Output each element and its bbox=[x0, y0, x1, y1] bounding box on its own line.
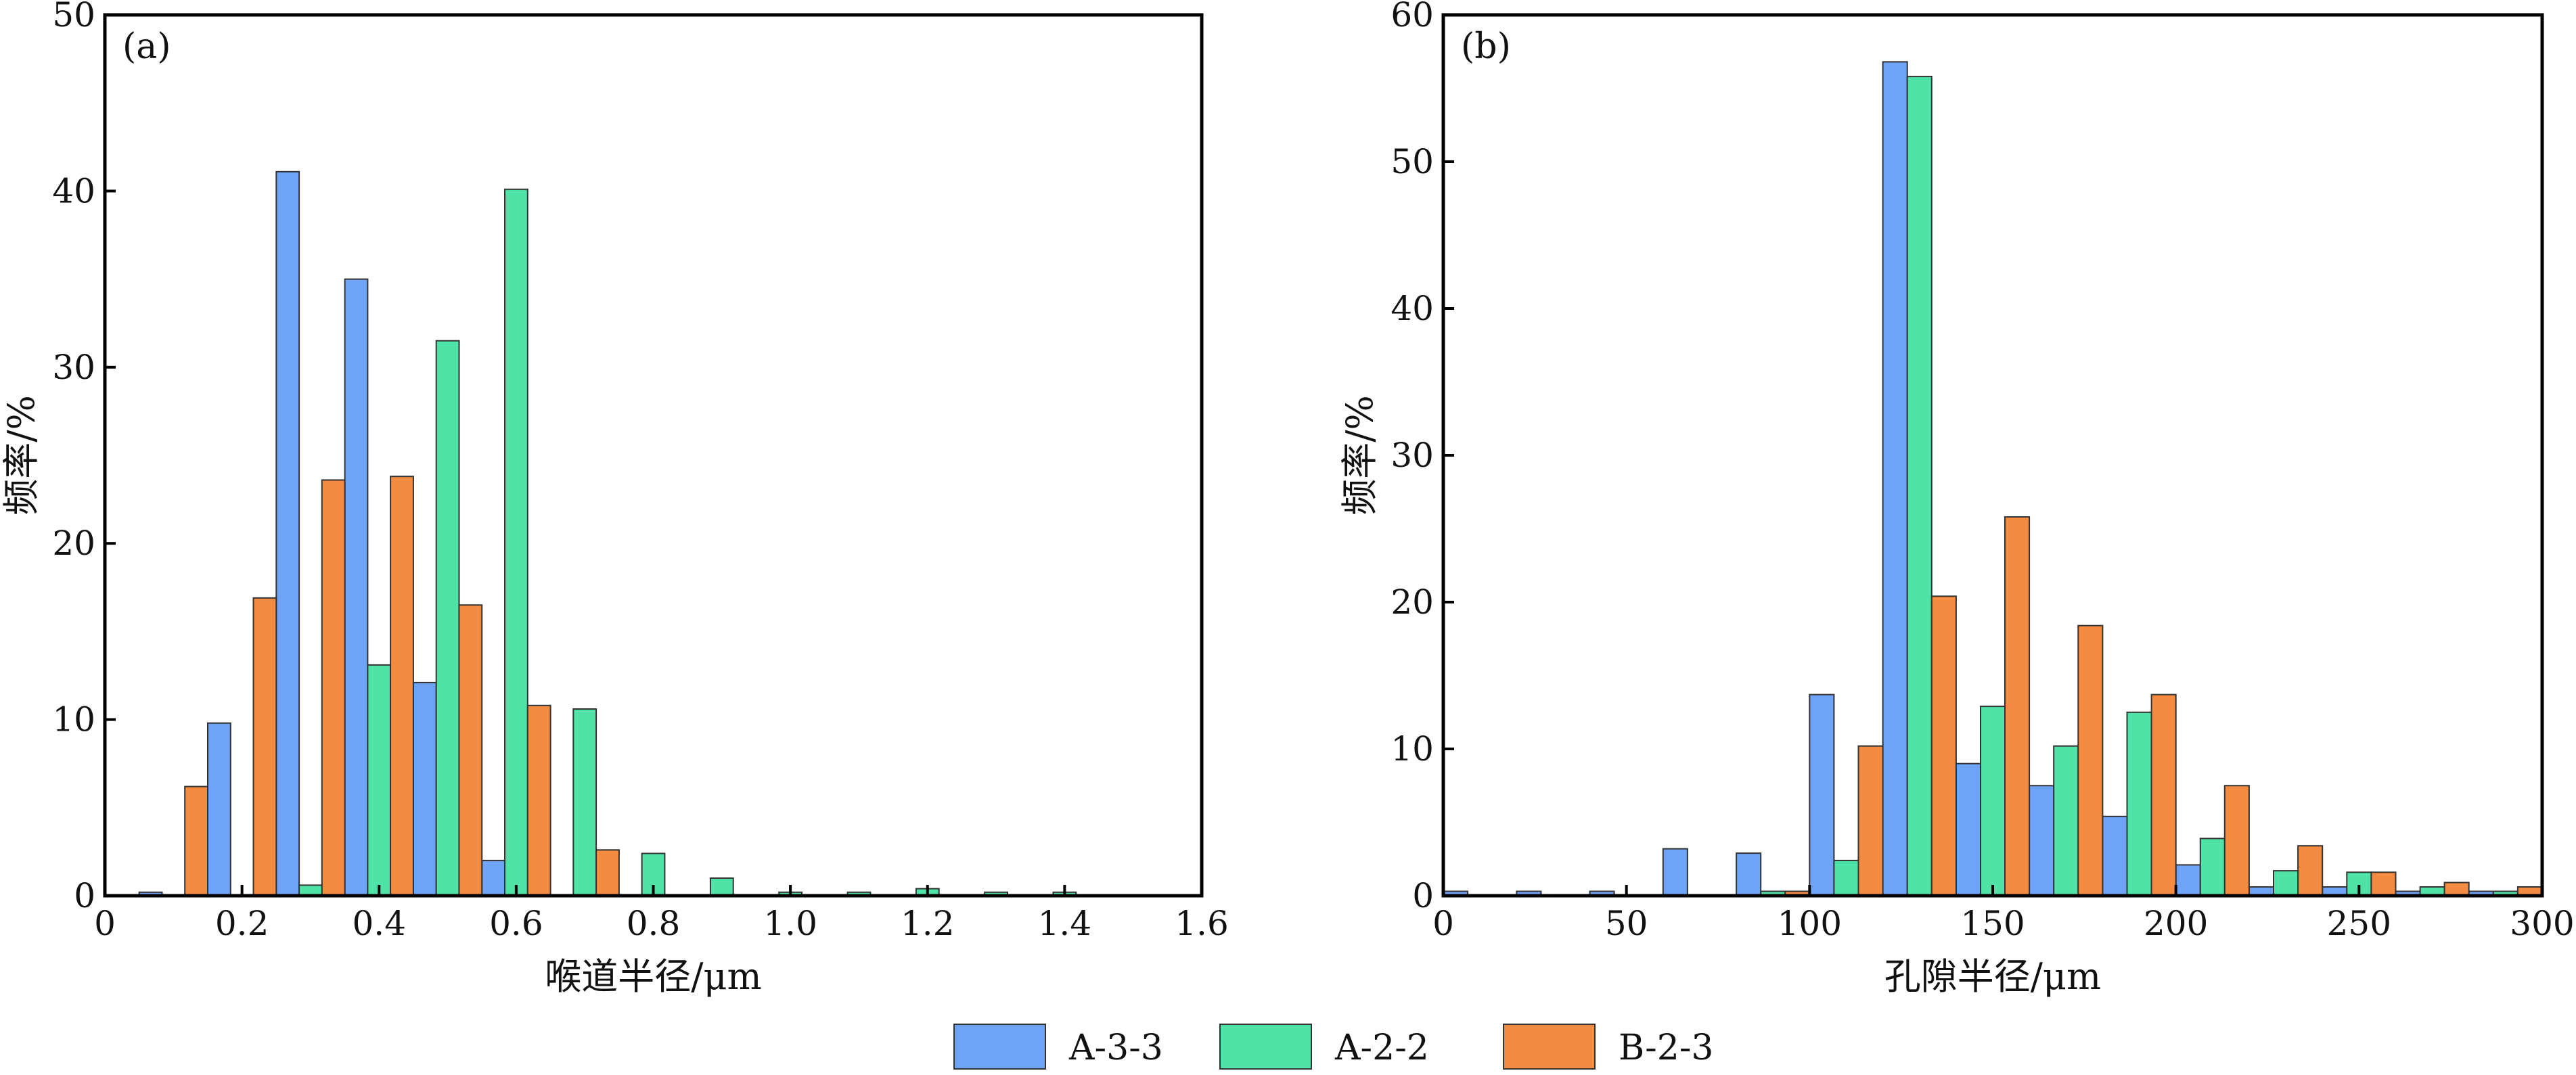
panel-b-y-tick-label-6: 60 bbox=[1391, 0, 1434, 35]
legend-item-b-2-3: B-2-3 bbox=[1503, 1024, 1714, 1070]
panel-b-x-tick-label-6: 300 bbox=[2510, 904, 2574, 943]
panel-a-y-axis-title: 频率/% bbox=[0, 395, 43, 516]
panel-a-x-tick-label-8: 1.6 bbox=[1175, 904, 1229, 943]
panel-a-y-tick-label-2: 20 bbox=[52, 524, 95, 563]
legend-label-a-2-2: A-2-2 bbox=[1334, 1028, 1429, 1068]
panel-a-x-tick-label-4: 0.8 bbox=[627, 904, 681, 943]
legend-label-b-2-3: B-2-3 bbox=[1619, 1028, 1714, 1068]
panel-a-bar-a-3-3-3 bbox=[344, 278, 369, 897]
panel-a-bar-b-2-3-6 bbox=[595, 849, 620, 897]
panel-b-bar-a-2-2-8 bbox=[2053, 745, 2079, 896]
panel-b-x-ticks: 0 50 100 150 200 250 300 bbox=[1432, 885, 2575, 943]
panel-a-bar-a-2-2-3 bbox=[367, 664, 392, 897]
panel-b-bar-b-2-3-13 bbox=[2443, 882, 2470, 896]
panel-b-bar-a-2-2-7 bbox=[1980, 706, 2006, 896]
panel-b-x-tick-label-4: 200 bbox=[2144, 904, 2208, 943]
legend-swatch-a-3-3 bbox=[953, 1024, 1046, 1070]
panel-a-bar-a-3-3-4 bbox=[412, 681, 437, 897]
panel-b-bar-a-2-2-9 bbox=[2126, 711, 2152, 897]
panel-a-y-tick-label-3: 30 bbox=[52, 348, 95, 387]
panel-a-bar-b-2-3-0 bbox=[184, 785, 209, 896]
panel-a: 0 0.2 0.4 0.6 0.8 1.0 1.2 1.4 1.6 0 10 20 30 40 50 (a… bbox=[0, 0, 1229, 998]
panel-a-bar-a-2-2-4 bbox=[435, 340, 460, 896]
panel-b-bar-a-2-2-5 bbox=[1833, 859, 1859, 897]
panel-b: 0 50 100 150 200 250 300 0 10 20 30 40 50 60 (b) 孔隙半… bbox=[1338, 0, 2575, 998]
panel-b-bar-a-3-3-4 bbox=[1736, 852, 1762, 896]
panel-a-y-tick-label-5: 50 bbox=[52, 0, 95, 35]
panel-a-bar-a-2-2-8 bbox=[709, 877, 734, 896]
panel-b-bar-a-3-3-8 bbox=[2029, 785, 2055, 897]
panel-a-bar-b-2-3-1 bbox=[252, 597, 277, 897]
panel-b-x-tick-label-3: 150 bbox=[1960, 904, 2025, 943]
panel-a-bars bbox=[138, 170, 1077, 897]
panel-b-bar-b-2-3-6 bbox=[1930, 595, 1957, 896]
panel-a-x-tick-label-0: 0 bbox=[94, 904, 116, 943]
panel-b-y-tick-label-0: 0 bbox=[1412, 876, 1434, 915]
panel-a-y-ticks: 0 10 20 30 40 50 bbox=[52, 0, 116, 915]
panel-b-x-tick-label-1: 50 bbox=[1605, 904, 1648, 943]
panel-b-bar-a-3-3-6 bbox=[1882, 61, 1908, 896]
panel-b-x-tick-label-5: 250 bbox=[2327, 904, 2391, 943]
panel-b-y-tick-label-1: 10 bbox=[1391, 729, 1434, 769]
panel-b-y-tick-label-5: 50 bbox=[1391, 142, 1434, 181]
legend-swatch-a-2-2 bbox=[1219, 1024, 1312, 1070]
panel-a-y-tick-label-1: 10 bbox=[52, 700, 95, 739]
panel-a-y-tick-label-4: 40 bbox=[52, 171, 95, 210]
panel-a-bar-a-3-3-5 bbox=[481, 859, 506, 897]
panel-b-x-tick-label-2: 100 bbox=[1778, 904, 1842, 943]
panel-b-bar-a-3-3-9 bbox=[2102, 815, 2128, 897]
legend-label-a-3-3: A-3-3 bbox=[1068, 1028, 1163, 1068]
panel-a-bar-a-3-3-2 bbox=[275, 170, 300, 896]
panel-a-label: (a) bbox=[122, 26, 171, 67]
legend: A-3-3 A-2-2 B-2-3 bbox=[953, 1024, 1714, 1070]
panel-b-bar-a-3-3-3 bbox=[1662, 848, 1688, 896]
legend-swatch-b-2-3 bbox=[1503, 1024, 1596, 1070]
panel-b-bar-b-2-3-5 bbox=[1857, 745, 1884, 896]
panel-a-bar-a-3-3-1 bbox=[207, 722, 231, 897]
panel-a-x-tick-label-1: 0.2 bbox=[215, 904, 269, 943]
panel-b-bar-a-2-2-11 bbox=[2273, 870, 2299, 896]
panel-a-x-tick-label-7: 1.4 bbox=[1038, 904, 1092, 943]
panel-b-x-axis-title: 孔隙半径/μm bbox=[1884, 955, 2102, 998]
panel-a-bar-b-2-3-4 bbox=[458, 604, 483, 896]
panel-a-x-tick-label-6: 1.2 bbox=[901, 904, 955, 943]
panel-a-x-tick-label-5: 1.0 bbox=[763, 904, 817, 943]
panel-b-bar-b-2-3-12 bbox=[2370, 871, 2397, 897]
panel-b-y-axis-title: 频率/% bbox=[1338, 395, 1381, 516]
legend-item-a-2-2: A-2-2 bbox=[1219, 1024, 1429, 1070]
panel-a-bar-b-2-3-5 bbox=[526, 704, 551, 897]
panel-a-bar-b-2-3-3 bbox=[390, 476, 414, 896]
panel-b-bars bbox=[1443, 61, 2543, 897]
panel-b-y-tick-label-2: 20 bbox=[1391, 582, 1434, 622]
panel-b-bar-b-2-3-9 bbox=[2150, 693, 2177, 896]
panel-a-bar-a-2-2-5 bbox=[504, 188, 528, 896]
panel-b-y-tick-label-4: 40 bbox=[1391, 289, 1434, 328]
panel-a-x-ticks: 0 0.2 0.4 0.6 0.8 1.0 1.2 1.4 1.6 bbox=[94, 885, 1229, 943]
panel-a-bar-a-2-2-6 bbox=[572, 708, 597, 896]
panel-b-x-tick-label-0: 0 bbox=[1432, 904, 1454, 943]
panel-a-x-axis-title: 喉道半径/μm bbox=[545, 955, 762, 998]
panel-a-x-tick-label-2: 0.4 bbox=[352, 904, 406, 943]
panel-b-bar-a-3-3-7 bbox=[1955, 762, 1981, 896]
panel-b-bar-b-2-3-8 bbox=[2077, 624, 2104, 896]
panel-b-label: (b) bbox=[1461, 26, 1511, 67]
panel-b-bar-a-3-3-10 bbox=[2175, 864, 2201, 897]
panel-b-bar-b-2-3-7 bbox=[2004, 516, 2031, 896]
panel-a-x-tick-label-3: 0.6 bbox=[489, 904, 543, 943]
panel-a-y-tick-label-0: 0 bbox=[74, 876, 95, 915]
panel-b-y-ticks: 0 10 20 30 40 50 60 bbox=[1391, 0, 1454, 915]
panel-b-bar-a-3-3-5 bbox=[1809, 693, 1835, 896]
panel-b-y-tick-label-3: 30 bbox=[1391, 436, 1434, 475]
panel-a-bar-b-2-3-2 bbox=[321, 479, 346, 896]
panel-b-bar-b-2-3-11 bbox=[2297, 845, 2324, 896]
panel-b-bar-a-2-2-10 bbox=[2199, 838, 2225, 897]
legend-item-a-3-3: A-3-3 bbox=[953, 1024, 1163, 1070]
panel-b-bar-a-2-2-6 bbox=[1906, 76, 1933, 897]
panel-b-bar-b-2-3-10 bbox=[2223, 785, 2250, 897]
